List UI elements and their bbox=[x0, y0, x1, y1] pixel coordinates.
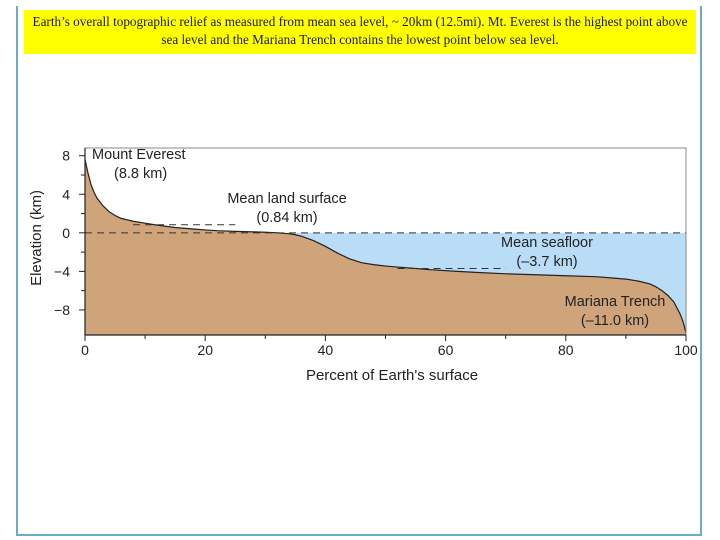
annotation-mariana-value: (–11.0 km) bbox=[581, 313, 649, 329]
x-tick-label: 40 bbox=[318, 342, 334, 358]
caption-text: Earth’s overall topographic relief as me… bbox=[32, 14, 688, 47]
annotation-mariana-label: Mariana Trench bbox=[565, 294, 666, 310]
x-tick-label: 100 bbox=[674, 342, 698, 358]
x-axis-title: Percent of Earth's surface bbox=[306, 367, 478, 384]
x-tick-label: 0 bbox=[81, 342, 89, 358]
y-tick-label: 4 bbox=[62, 186, 70, 202]
annotation-mean-land-label: Mean land surface bbox=[227, 191, 346, 207]
plot-area bbox=[84, 159, 687, 335]
caption-box: Earth’s overall topographic relief as me… bbox=[24, 10, 696, 54]
y-tick-label: 0 bbox=[62, 225, 70, 241]
land-area bbox=[85, 159, 686, 335]
annotation-mean-seafloor-label: Mean seafloor bbox=[501, 235, 593, 251]
y-tick-label: 8 bbox=[62, 148, 70, 164]
profile-line bbox=[84, 159, 687, 334]
x-tick-label: 60 bbox=[438, 342, 454, 358]
x-tick-label: 80 bbox=[558, 342, 574, 358]
annotation-everest-label: Mount Everest bbox=[92, 147, 186, 163]
y-tick-label: −8 bbox=[54, 302, 70, 318]
y-axis-title: Elevation (km) bbox=[28, 190, 45, 286]
x-tick-label: 20 bbox=[197, 342, 213, 358]
annotation-everest-value: (8.8 km) bbox=[114, 166, 167, 182]
annotation-mean-land-value: (0.84 km) bbox=[256, 210, 317, 226]
annotation-mean-seafloor-value: (–3.7 km) bbox=[516, 254, 577, 270]
y-tick-label: −4 bbox=[54, 263, 70, 279]
annotations: Mount Everest (8.8 km) Mean land surface (0… bbox=[92, 147, 665, 329]
